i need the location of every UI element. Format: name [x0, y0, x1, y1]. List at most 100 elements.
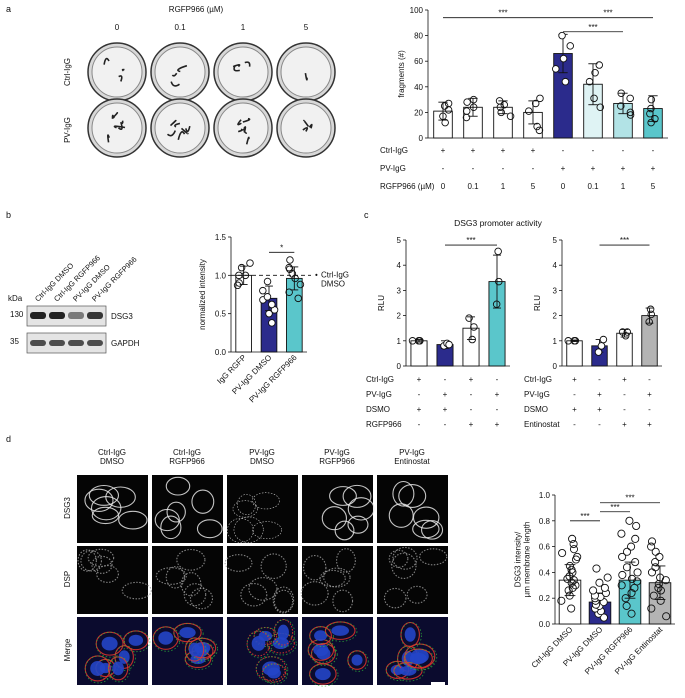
micrograph-column-label-line: RGFP966	[169, 457, 205, 466]
data-point	[468, 335, 476, 344]
condition-value: +	[443, 405, 448, 414]
significance-label: ***	[625, 494, 634, 503]
y-tick-label: 0.4	[539, 568, 551, 577]
sheet-fragment	[117, 121, 123, 130]
marker-130: 130	[10, 310, 24, 319]
culture-dish-image	[213, 98, 273, 158]
data-point	[569, 539, 578, 549]
cell-membrane	[347, 497, 375, 521]
y-tick-label: 2	[553, 312, 558, 321]
data-point	[463, 98, 471, 106]
culture-dish-image	[150, 98, 210, 158]
y-tick-label: 0	[419, 134, 424, 143]
data-point	[654, 579, 663, 589]
data-point	[495, 97, 504, 105]
y-axis-label: normalized intensity	[198, 259, 207, 330]
dsg3-band	[87, 312, 103, 319]
sheet-fragment	[171, 72, 178, 77]
data-point	[618, 570, 627, 580]
sheet-fragment	[184, 125, 191, 133]
micrograph-column-label-line: PV-IgG	[324, 448, 350, 457]
kda-label: kDa	[8, 294, 23, 303]
data-point	[296, 280, 305, 289]
data-point	[439, 112, 447, 120]
cell-membrane	[412, 519, 440, 539]
sheet-fragment	[169, 119, 177, 127]
data-point	[647, 310, 655, 319]
significance-label: ***	[610, 503, 619, 512]
data-point	[600, 583, 609, 592]
data-point	[263, 277, 272, 286]
micrograph-bg	[77, 546, 148, 614]
data-point	[631, 558, 640, 567]
cell-membrane	[273, 619, 294, 646]
micrograph-row-label: Merge	[63, 638, 72, 661]
data-point	[596, 103, 605, 112]
data-point	[564, 337, 573, 345]
dsp-signal	[393, 662, 425, 682]
condition-value: -	[502, 164, 505, 173]
cell-membrane	[160, 515, 182, 540]
cell-membrane	[184, 637, 205, 662]
data-point	[259, 286, 267, 295]
data-point	[632, 521, 641, 531]
condition-value: -	[442, 164, 445, 173]
bar	[566, 340, 583, 367]
condition-value: +	[621, 164, 626, 173]
data-point	[594, 348, 603, 356]
data-point	[470, 323, 478, 331]
micrograph-bg	[77, 617, 148, 685]
condition-value: +	[417, 375, 422, 384]
data-point	[525, 107, 533, 115]
sheet-fragment	[170, 81, 180, 87]
condition-value: -	[496, 375, 499, 384]
condition-row-label: DSMO	[524, 405, 548, 414]
condition-row-label: PV-IgG	[380, 164, 406, 173]
nucleus	[277, 624, 289, 640]
y-tick-label: 0.2	[539, 594, 551, 603]
data-point	[237, 263, 246, 272]
condition-value: 0	[441, 182, 446, 191]
condition-value: +	[561, 164, 566, 173]
dsg3-band	[49, 312, 65, 319]
condition-row-label: RGFP966 (µM)	[380, 182, 435, 191]
cell-membrane	[262, 663, 286, 683]
data-point	[285, 263, 293, 272]
cell-membrane	[87, 548, 115, 567]
condition-row-label: PV-IgG	[366, 390, 392, 399]
sheet-fragment	[243, 126, 247, 133]
cell-membrane	[232, 500, 258, 518]
data-point	[573, 552, 582, 561]
cell-membrane	[323, 567, 351, 588]
data-point	[649, 591, 658, 600]
micrograph-dsg3	[77, 475, 148, 543]
chart-title: DSG3 promoter activity	[454, 218, 543, 228]
micrograph-dsg3	[152, 475, 223, 543]
condition-value: -	[470, 390, 473, 399]
data-point	[647, 537, 657, 546]
culture-dish-image	[87, 98, 147, 158]
data-point	[655, 552, 664, 561]
condition-value: -	[418, 420, 421, 429]
condition-value: +	[622, 420, 627, 429]
cell-membrane	[246, 630, 271, 657]
condition-row-label: PV-IgG	[524, 390, 550, 399]
data-point	[617, 89, 625, 97]
dsg3-band	[68, 312, 84, 319]
data-point	[589, 586, 598, 595]
data-point	[590, 94, 598, 103]
condition-value: +	[597, 390, 602, 399]
condition-value: +	[597, 405, 602, 414]
cell-membrane	[324, 621, 356, 640]
bar	[616, 332, 633, 367]
condition-row-label: Ctrl-IgG	[380, 146, 408, 155]
data-point	[599, 613, 608, 622]
dsp-signal	[309, 663, 339, 687]
data-point	[626, 94, 634, 103]
data-point	[618, 328, 627, 336]
data-point	[533, 122, 541, 131]
data-point	[567, 565, 576, 574]
nucleus	[404, 627, 416, 642]
data-point	[585, 77, 594, 86]
data-point	[647, 118, 655, 127]
